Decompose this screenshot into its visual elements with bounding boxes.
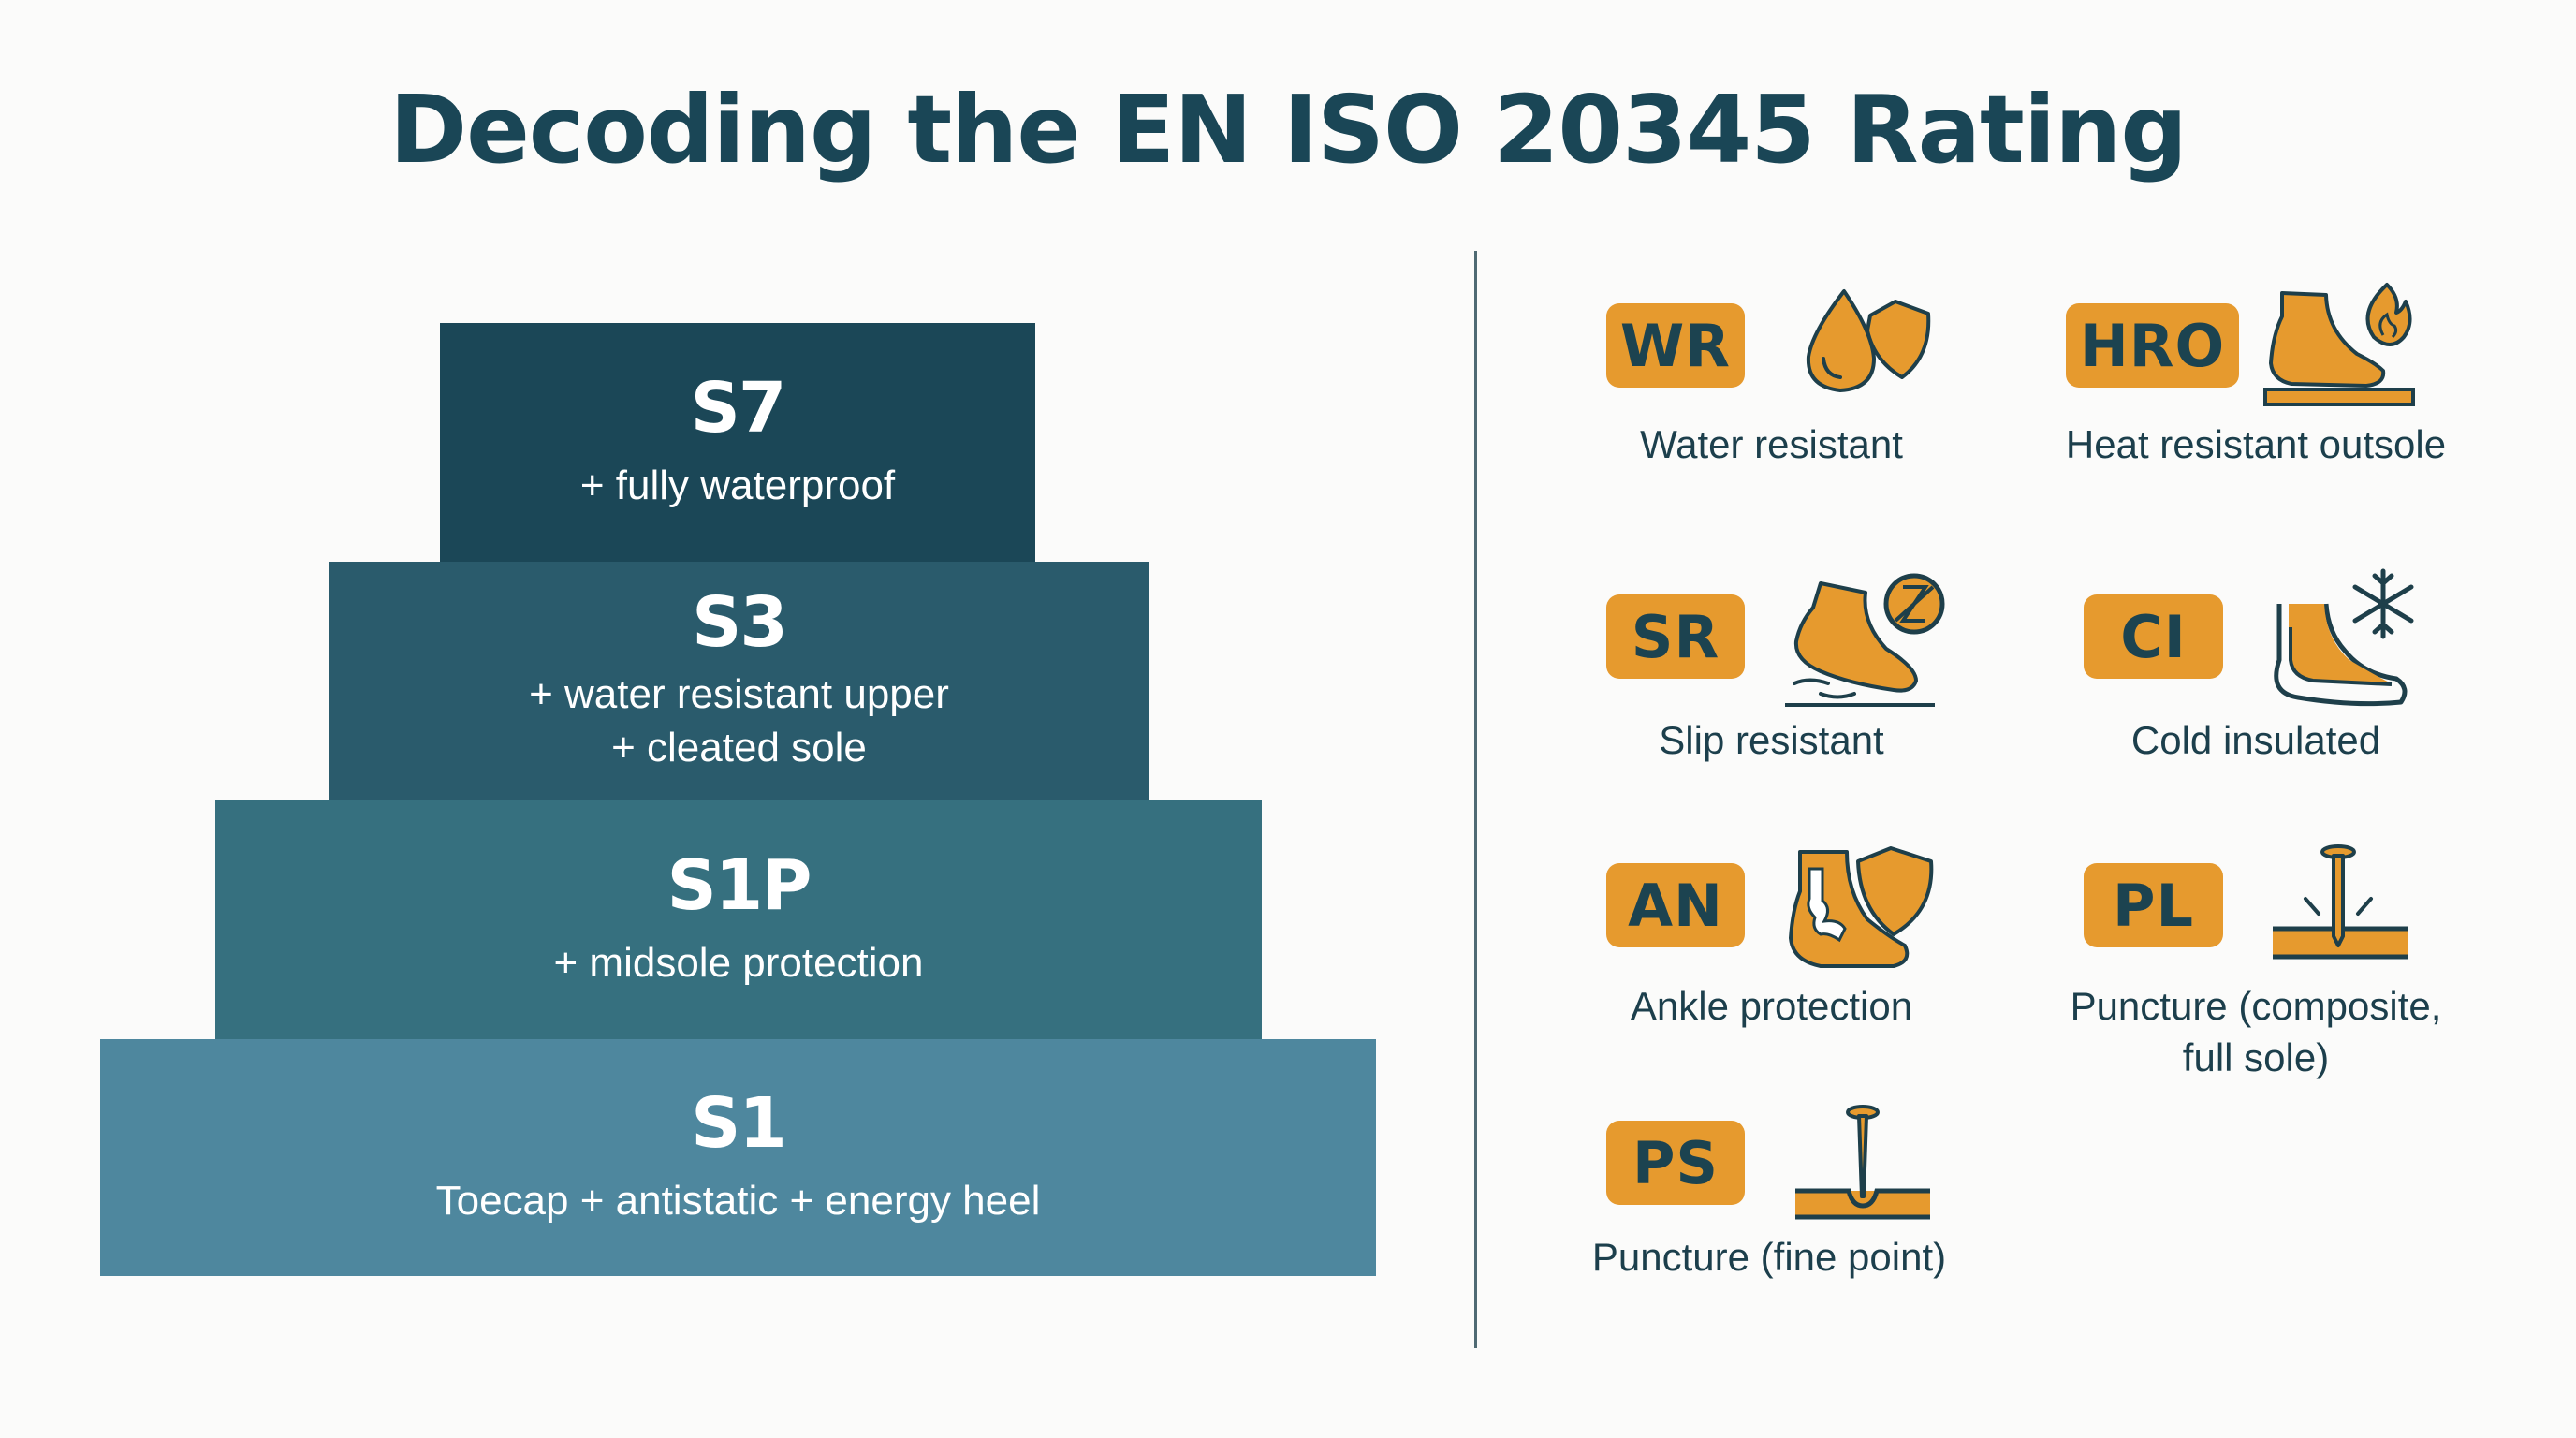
- code-badge: CI: [2084, 594, 2223, 679]
- tier-description: + water resistant upper + cleated sole: [529, 671, 949, 771]
- tier-code: S1P: [666, 845, 812, 927]
- marking-label: Ankle protection: [1630, 984, 1913, 1028]
- marking-label: Slip resistant: [1659, 718, 1884, 762]
- nail-sole-icon: [2273, 844, 2408, 960]
- code-badge: PS: [1606, 1121, 1745, 1205]
- tier-code: S1: [691, 1083, 787, 1165]
- page-title: Decoding the EN ISO 20345 Rating: [389, 75, 2188, 184]
- pin-sole-icon: [1795, 1105, 1930, 1220]
- code-badge: PL: [2084, 863, 2223, 947]
- ankle-shield-icon: [1789, 846, 1934, 968]
- marking-label: Heat resistant outsole: [2065, 422, 2447, 466]
- code-badge: SR: [1606, 594, 1745, 679]
- foot-snowflake-icon: [2274, 568, 2414, 707]
- foot-flame-icon: [2263, 283, 2415, 406]
- tier-description: + fully waterproof: [579, 462, 896, 508]
- marking-label: Puncture (fine point): [1591, 1235, 1947, 1279]
- tier-s1: S1 Toecap + antistatic + energy heel: [100, 1039, 1376, 1276]
- code-badge: HRO: [2066, 303, 2239, 388]
- section-divider: [1474, 251, 1477, 1348]
- tier-s3: S3 + water resistant upper + cleated sol…: [329, 562, 1149, 800]
- tier-code: S3: [692, 582, 788, 664]
- tier-s7: S7 + fully waterproof: [440, 323, 1035, 562]
- code-badge: WR: [1606, 303, 1745, 388]
- tier-s1p: S1P + midsole protection: [215, 800, 1262, 1039]
- marking-label: Water resistant: [1640, 422, 1903, 466]
- tier-description: + midsole protection: [553, 939, 924, 986]
- tier-code: S7: [690, 368, 787, 449]
- code-badge: AN: [1606, 863, 1745, 947]
- tier-description: Toecap + antistatic + energy heel: [435, 1177, 1041, 1224]
- marking-label: Cold insulated: [2130, 718, 2381, 762]
- marking-label: Puncture (composite, full sole): [2070, 984, 2442, 1079]
- droplet-shield-icon: [1806, 289, 1931, 392]
- foot-slip-icon: [1785, 573, 1945, 707]
